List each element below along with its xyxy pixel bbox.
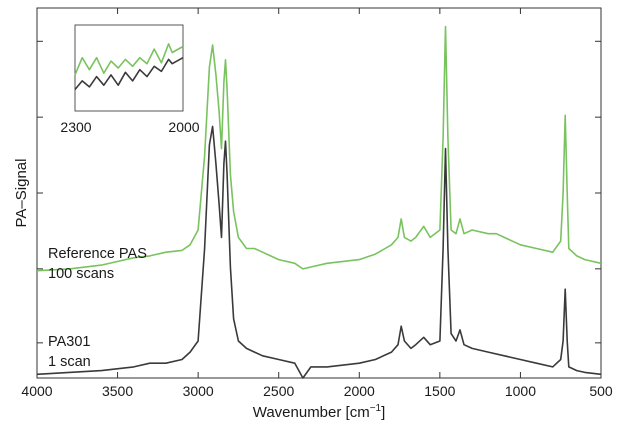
x-tick-label: 2000 <box>344 383 375 399</box>
inset-tick-label: 2300 <box>60 119 91 135</box>
series-label-0: Reference PAS <box>48 246 147 262</box>
inset-series-line-1 <box>74 57 184 91</box>
series-labels: Reference PAS 100 scans PA301 1 scan <box>48 246 147 370</box>
x-tick-label: 1000 <box>505 383 536 399</box>
series-line-1 <box>36 125 602 379</box>
inset-series-line-0 <box>74 43 184 76</box>
x-tick-label: 3500 <box>102 383 133 399</box>
inset-series-group <box>74 43 184 91</box>
y-axis-ticks <box>37 40 601 344</box>
x-tick-label: 500 <box>589 383 613 399</box>
series-label-0: 100 scans <box>48 266 114 282</box>
x-tick-label: 4000 <box>21 383 52 399</box>
x-tick-label: 1500 <box>424 383 455 399</box>
x-tick-label: 3000 <box>183 383 214 399</box>
inset-frame <box>74 24 184 112</box>
x-tick-label: 2500 <box>263 383 294 399</box>
x-axis-label: Wavenumber [cm−1] <box>253 403 386 421</box>
series-group <box>36 25 602 379</box>
y-axis-label: PA–Signal <box>13 159 30 228</box>
series-label-1: PA301 <box>48 334 90 350</box>
inset-tick-labels: 2300 2000 <box>60 119 199 135</box>
inset-tick-label: 2000 <box>168 119 199 135</box>
series-label-1: 1 scan <box>48 354 91 370</box>
inset-plot: 2300 2000 <box>60 24 200 135</box>
series-line-0 <box>36 25 602 272</box>
x-axis-ticks: 4000 3500 3000 2500 2000 1500 1000 500 <box>21 8 613 399</box>
